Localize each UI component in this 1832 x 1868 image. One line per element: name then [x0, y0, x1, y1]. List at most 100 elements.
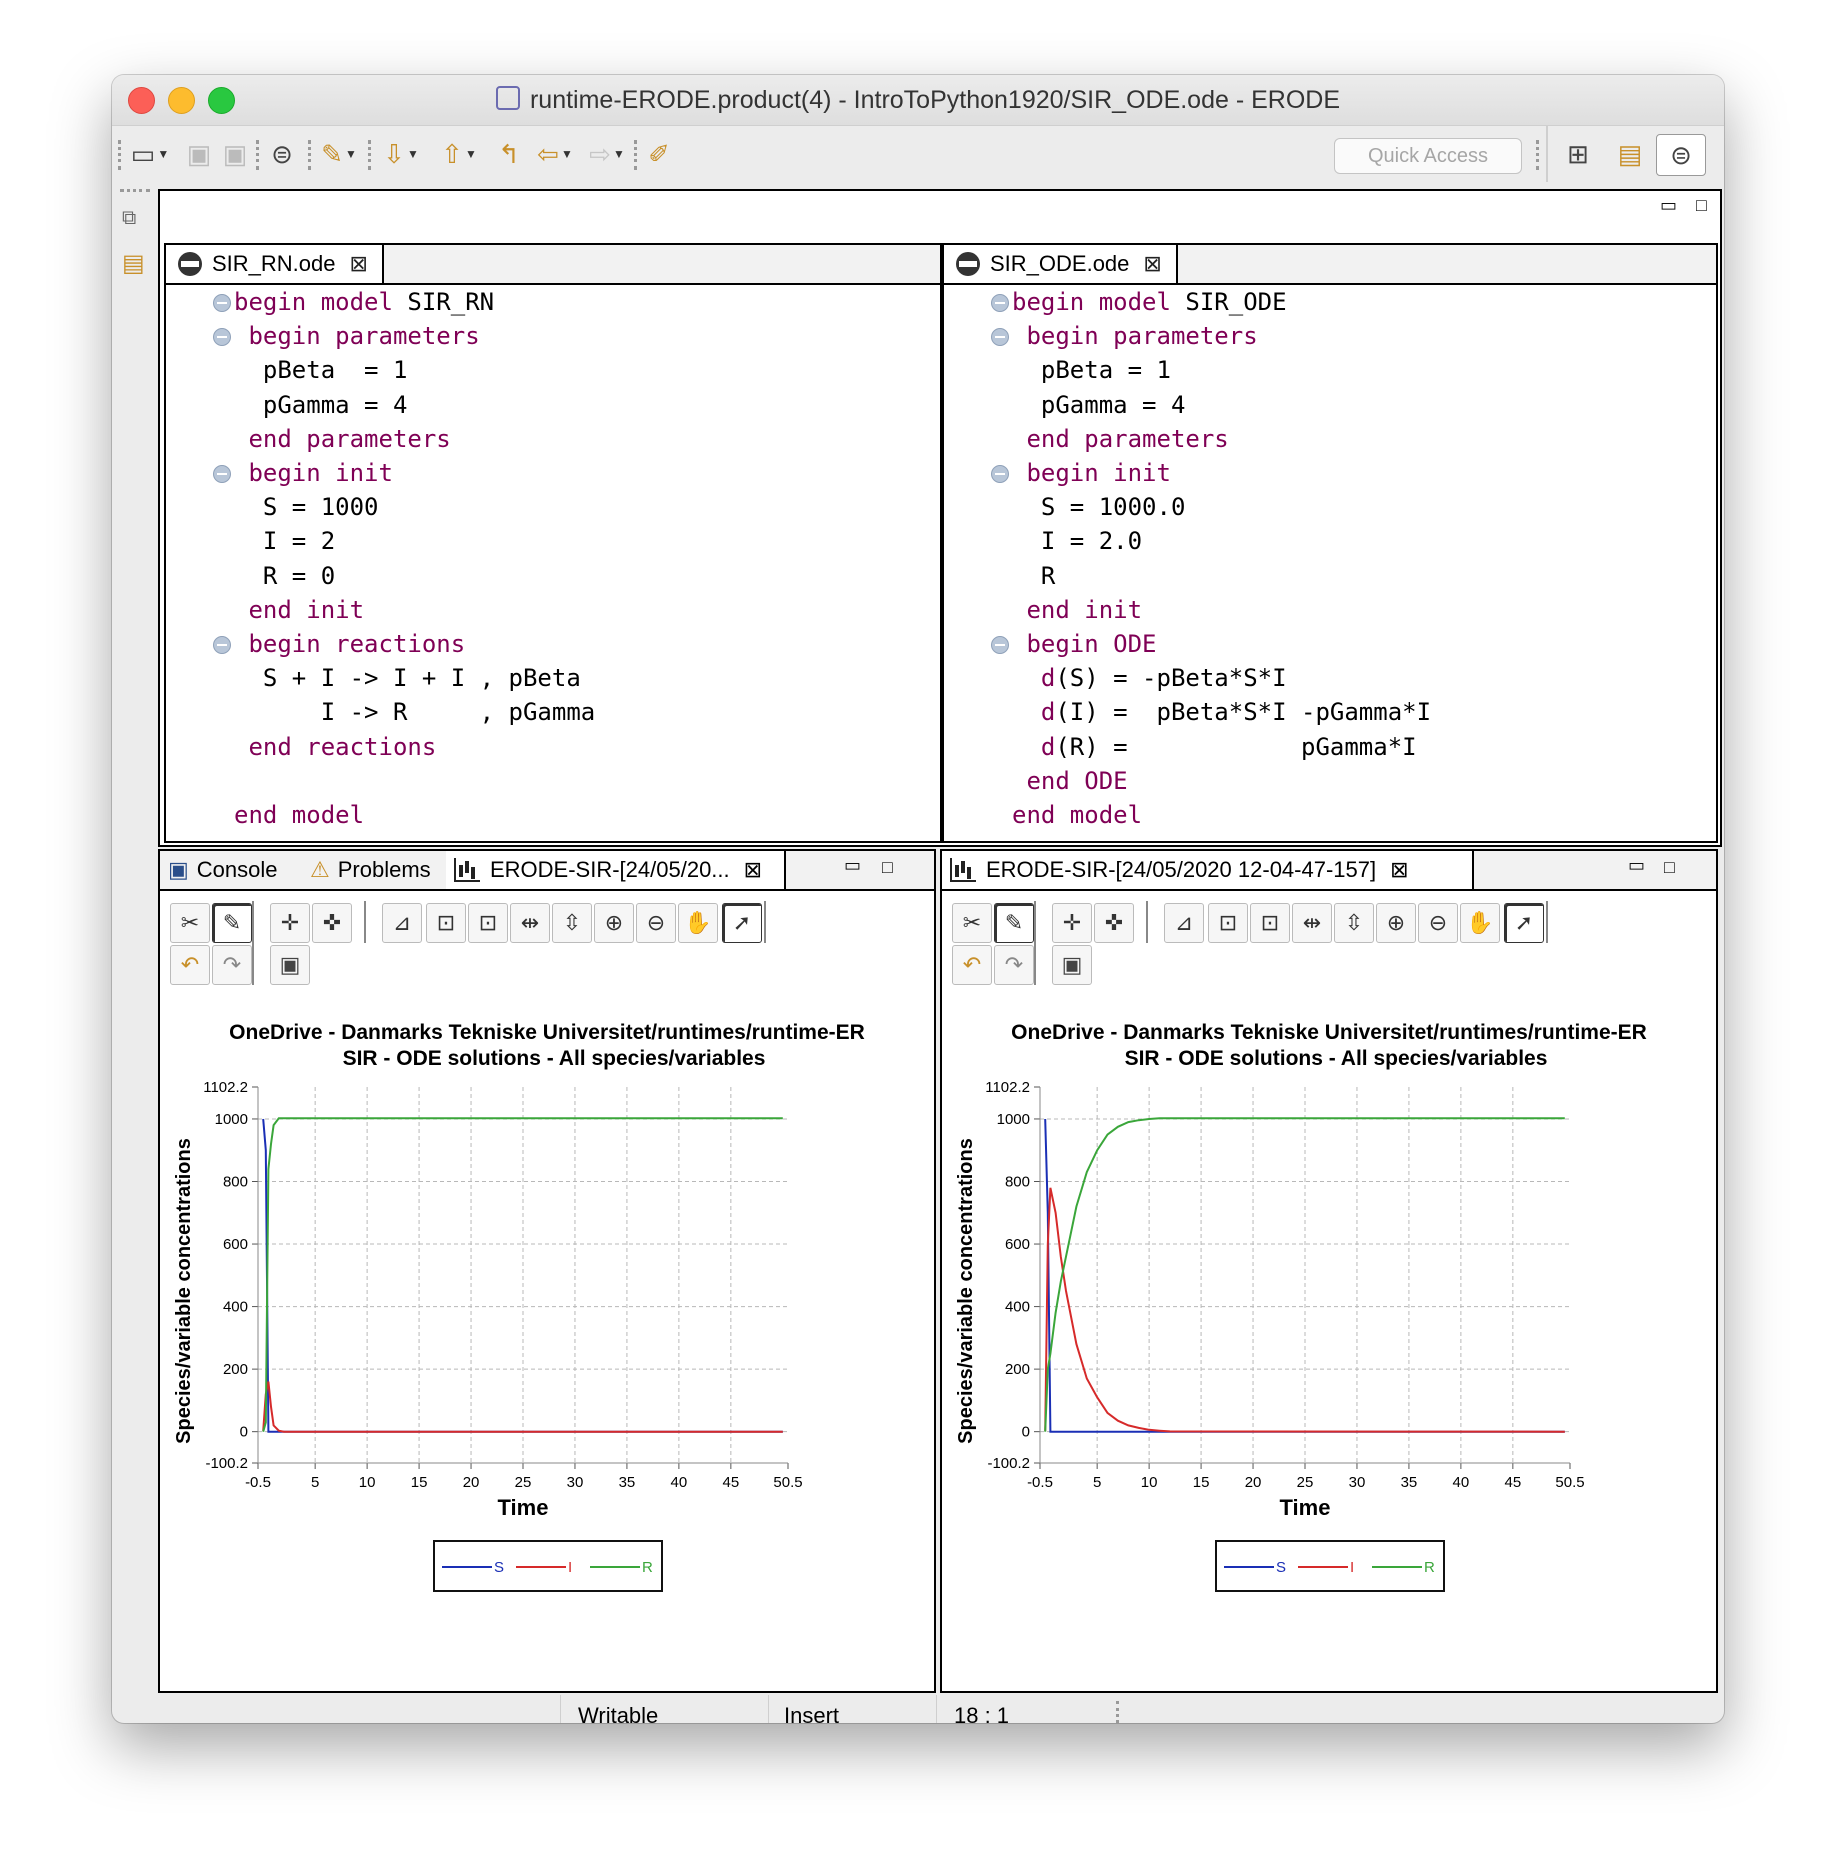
maximize-editor-area-icon[interactable]: □	[1696, 195, 1707, 215]
close-tab-icon[interactable]: ⊠	[1390, 857, 1409, 882]
hand-pan-icon[interactable]: ✋	[1460, 903, 1500, 943]
tab-sir-rn[interactable]: SIR_RN.ode ⊠	[166, 245, 384, 283]
last-edit-icon[interactable]: ↰	[498, 138, 520, 169]
pan-horizontal-icon[interactable]: ⇹	[1292, 903, 1332, 943]
zoom-box-icon[interactable]: ⊡	[426, 903, 466, 943]
minimize-window-button[interactable]	[168, 87, 195, 114]
maximize-view-icon[interactable]: □	[882, 857, 893, 877]
toolbar-grip[interactable]	[368, 140, 375, 170]
package-explorer-icon[interactable]: ▤	[122, 250, 145, 277]
add-marker-icon[interactable]: ✛	[270, 903, 310, 943]
tab-sir-ode[interactable]: SIR_ODE.ode ⊠	[944, 245, 1178, 283]
code-text-rn[interactable]: begin model SIR_RN begin parameters pBet…	[166, 285, 940, 841]
toolbar-separator	[364, 901, 366, 943]
tab-erode-sir-right[interactable]: ERODE-SIR-[24/05/2020 12-04-47-157] ⊠	[942, 851, 1474, 889]
zoom-region-icon[interactable]: ⊡	[468, 903, 508, 943]
maximize-view-icon[interactable]: □	[1664, 857, 1675, 877]
pointer-icon[interactable]: ➚	[722, 903, 762, 943]
tab-problems[interactable]: ⚠ Problems	[302, 851, 450, 889]
undo-icon[interactable]: ↶	[952, 945, 992, 985]
window-title-wrap: runtime-ERODE.product(4) - IntroToPython…	[112, 75, 1724, 125]
code-text-ode[interactable]: begin model SIR_ODE begin parameters pBe…	[944, 285, 1716, 841]
zoom-region-icon[interactable]: ⊡	[1250, 903, 1290, 943]
minimize-view-icon[interactable]: ▭	[844, 855, 862, 875]
erode-icon[interactable]: ⊜	[271, 138, 293, 169]
ode-chart[interactable]: OneDrive - Danmarks Tekniske Universitet…	[160, 1011, 934, 1691]
series-style-icon[interactable]: ✎	[994, 903, 1034, 943]
prev-annotation-icon[interactable]: ⇧ ▼	[441, 138, 477, 169]
zoom-in-icon[interactable]: ⊕	[1376, 903, 1416, 943]
minimize-view-icon[interactable]: ▭	[1628, 855, 1646, 875]
toolbar-grip[interactable]	[256, 140, 263, 170]
undo-icon[interactable]: ↶	[170, 945, 210, 985]
fold-toggle-icon[interactable]	[213, 465, 231, 483]
fold-toggle-icon[interactable]	[213, 294, 231, 312]
fold-toggle-icon[interactable]	[213, 328, 231, 347]
new-wizard-icon[interactable]: ▭ ▼	[130, 138, 170, 169]
chart-title: OneDrive - Danmarks Tekniske Universitet…	[1011, 1021, 1647, 1044]
zoom-out-icon[interactable]: ⊖	[1418, 903, 1458, 943]
code-keyword: begin model	[234, 288, 408, 316]
code-line: end model	[234, 798, 364, 832]
save-icon[interactable]: ▣	[186, 138, 212, 169]
close-tab-icon[interactable]: ⊠	[349, 251, 368, 276]
tab-erode-sir-left[interactable]: ERODE-SIR-[24/05/20... ⊠	[446, 851, 786, 889]
save-all-icon[interactable]: ▣	[222, 138, 248, 169]
back-icon[interactable]: ⇦ ▼	[537, 138, 573, 169]
close-tab-icon[interactable]: ⊠	[743, 857, 763, 882]
snapshot-icon[interactable]: ▣	[1052, 945, 1092, 985]
toolbar-grip[interactable]	[634, 140, 641, 170]
pointer-icon[interactable]: ➚	[1504, 903, 1544, 943]
highlighter-icon[interactable]: ✐	[648, 138, 670, 169]
left-strip-grip[interactable]	[120, 189, 150, 192]
fold-toggle-icon[interactable]	[213, 636, 231, 654]
resource-perspective-icon[interactable]: ▤	[1617, 138, 1643, 169]
fold-toggle-icon[interactable]	[991, 328, 1009, 347]
legend-label: S	[494, 1559, 504, 1576]
zoom-box-icon[interactable]: ⊡	[1208, 903, 1248, 943]
zoom-window-button[interactable]	[208, 87, 235, 114]
fold-toggle-icon[interactable]	[991, 465, 1009, 483]
erode-perspective-icon[interactable]: ⊜	[1656, 134, 1706, 176]
plot-fit-icon[interactable]: ⊿	[1164, 903, 1204, 943]
code-text: S + I -> I + I , pBeta	[234, 664, 581, 693]
legend-label: S	[1276, 1559, 1286, 1576]
snapshot-icon[interactable]: ▣	[270, 945, 310, 985]
remove-marker-icon[interactable]: ✜	[1094, 903, 1134, 943]
restore-icon[interactable]: ⧉	[122, 207, 137, 229]
open-perspective-icon[interactable]: ⊞	[1567, 138, 1589, 169]
chart-properties-icon[interactable]: ✂	[952, 903, 992, 943]
pan-vertical-icon[interactable]: ⇳	[1334, 903, 1374, 943]
editor-area: ▭ □ SIR_RN.ode ⊠ begin model SIR_RN begin…	[158, 189, 1722, 847]
series-style-icon[interactable]: ✎	[212, 903, 252, 943]
x-tick-label: 45	[1504, 1474, 1521, 1491]
quick-access-input[interactable]: Quick Access	[1334, 138, 1522, 174]
redo-icon[interactable]: ↷	[212, 945, 252, 985]
minimize-editor-area-icon[interactable]: ▭	[1660, 195, 1678, 215]
pan-vertical-icon[interactable]: ⇳	[552, 903, 592, 943]
zoom-out-icon[interactable]: ⊖	[636, 903, 676, 943]
fold-toggle-icon[interactable]	[991, 636, 1009, 654]
forward-icon[interactable]: ⇨ ▼	[589, 138, 625, 169]
plot-fit-icon[interactable]: ⊿	[382, 903, 422, 943]
add-marker-icon[interactable]: ✛	[1052, 903, 1092, 943]
tab-console[interactable]: ▣ Console	[160, 851, 306, 889]
toolbar-grip[interactable]	[308, 140, 315, 170]
fold-toggle-icon[interactable]	[991, 294, 1009, 312]
run-icon[interactable]: ✎ ▼	[321, 138, 357, 169]
zoom-in-icon[interactable]: ⊕	[594, 903, 634, 943]
close-window-button[interactable]	[128, 87, 155, 114]
chart-properties-icon[interactable]: ✂	[170, 903, 210, 943]
code-line: pBeta = 1	[234, 353, 408, 387]
redo-icon[interactable]: ↷	[994, 945, 1034, 985]
status-grip[interactable]	[1116, 1701, 1123, 1723]
remove-marker-icon[interactable]: ✜	[312, 903, 352, 943]
pan-horizontal-icon[interactable]: ⇹	[510, 903, 550, 943]
ode-chart[interactable]: OneDrive - Danmarks Tekniske Universitet…	[942, 1011, 1716, 1691]
code-keyword: begin ODE	[1012, 630, 1157, 658]
close-tab-icon[interactable]: ⊠	[1143, 251, 1162, 276]
next-annotation-icon[interactable]: ⇩ ▼	[383, 138, 419, 169]
hand-pan-icon[interactable]: ✋	[678, 903, 718, 943]
toolbar-grip[interactable]	[118, 140, 125, 170]
toolbar-grip[interactable]	[1536, 140, 1543, 170]
